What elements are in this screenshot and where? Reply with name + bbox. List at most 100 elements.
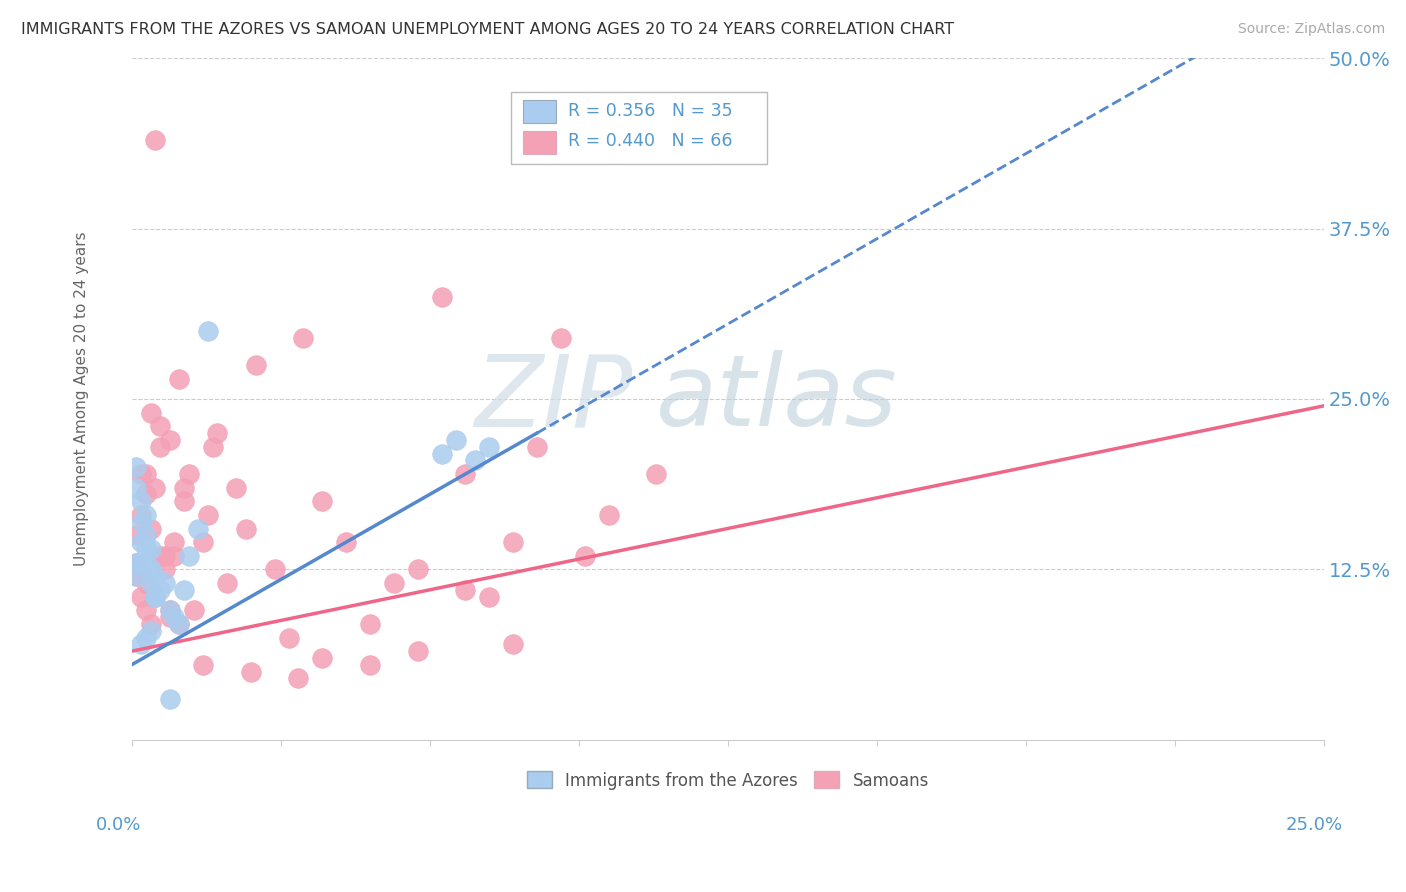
Text: R = 0.440   N = 66: R = 0.440 N = 66 xyxy=(568,132,733,151)
Point xyxy=(159,433,181,447)
Point xyxy=(129,535,152,549)
Point xyxy=(125,460,148,475)
Point xyxy=(129,494,152,508)
Point xyxy=(173,481,195,495)
Point xyxy=(183,603,205,617)
Point xyxy=(125,569,148,583)
Point xyxy=(129,508,152,522)
Point xyxy=(359,657,381,672)
Point xyxy=(135,556,157,570)
Point xyxy=(187,521,209,535)
Point xyxy=(135,576,157,591)
Point xyxy=(163,610,186,624)
Point xyxy=(263,562,285,576)
Point xyxy=(125,528,148,542)
Point xyxy=(444,433,467,447)
Point xyxy=(526,440,548,454)
Text: atlas: atlas xyxy=(657,351,898,448)
Text: ZIP: ZIP xyxy=(474,351,633,448)
Point xyxy=(153,576,176,591)
Point xyxy=(502,637,524,651)
Point xyxy=(287,672,309,686)
Text: Source: ZipAtlas.com: Source: ZipAtlas.com xyxy=(1237,22,1385,37)
Point xyxy=(159,610,181,624)
Point xyxy=(139,562,162,576)
Point xyxy=(292,331,315,345)
Point xyxy=(239,665,262,679)
Point xyxy=(139,541,162,556)
Point xyxy=(278,631,301,645)
Point xyxy=(125,481,148,495)
Point xyxy=(197,508,219,522)
Point xyxy=(153,562,176,576)
Point xyxy=(145,590,167,604)
Text: Unemployment Among Ages 20 to 24 years: Unemployment Among Ages 20 to 24 years xyxy=(75,232,89,566)
Point xyxy=(139,576,162,591)
Point xyxy=(197,324,219,338)
Point xyxy=(454,467,477,481)
Point xyxy=(145,590,167,604)
Point xyxy=(145,590,167,604)
Point xyxy=(125,556,148,570)
Point xyxy=(430,446,453,460)
Point xyxy=(129,467,152,481)
Point xyxy=(430,290,453,304)
Point xyxy=(406,562,429,576)
Point xyxy=(125,556,148,570)
Point xyxy=(173,582,195,597)
Point xyxy=(149,440,172,454)
Point xyxy=(245,358,267,372)
Point xyxy=(478,440,501,454)
Point xyxy=(145,133,167,147)
Point xyxy=(129,515,152,529)
Point xyxy=(177,467,200,481)
Legend: Immigrants from the Azores, Samoans: Immigrants from the Azores, Samoans xyxy=(520,764,935,797)
Point xyxy=(454,582,477,597)
Point xyxy=(129,562,152,576)
Point xyxy=(335,535,357,549)
Point xyxy=(163,549,186,563)
Point xyxy=(167,616,190,631)
Point xyxy=(464,453,486,467)
Point xyxy=(135,487,157,501)
Point xyxy=(645,467,668,481)
Point xyxy=(550,331,572,345)
Point xyxy=(135,528,157,542)
Point xyxy=(201,440,224,454)
Bar xyxy=(523,101,555,123)
Point xyxy=(139,624,162,638)
Point xyxy=(135,541,157,556)
Point xyxy=(129,637,152,651)
Point xyxy=(163,535,186,549)
Point xyxy=(139,521,162,535)
Text: 25.0%: 25.0% xyxy=(1285,816,1343,834)
Bar xyxy=(523,131,555,153)
Point xyxy=(139,616,162,631)
Point xyxy=(598,508,620,522)
Point xyxy=(311,651,333,665)
Point xyxy=(207,426,229,441)
Point xyxy=(135,508,157,522)
Point xyxy=(159,692,181,706)
Point xyxy=(153,549,176,563)
Point xyxy=(149,419,172,434)
Point xyxy=(225,481,247,495)
Point xyxy=(235,521,257,535)
Point xyxy=(406,644,429,658)
Point xyxy=(135,467,157,481)
Point xyxy=(502,535,524,549)
Point xyxy=(167,616,190,631)
Text: R = 0.356   N = 35: R = 0.356 N = 35 xyxy=(568,102,733,120)
Point xyxy=(159,603,181,617)
Point xyxy=(129,556,152,570)
Point xyxy=(574,549,596,563)
Point xyxy=(149,549,172,563)
Text: 0.0%: 0.0% xyxy=(96,816,141,834)
Point xyxy=(139,406,162,420)
Point xyxy=(215,576,238,591)
Point xyxy=(149,582,172,597)
Point xyxy=(145,569,167,583)
Point xyxy=(478,590,501,604)
Point xyxy=(129,590,152,604)
Point xyxy=(159,603,181,617)
